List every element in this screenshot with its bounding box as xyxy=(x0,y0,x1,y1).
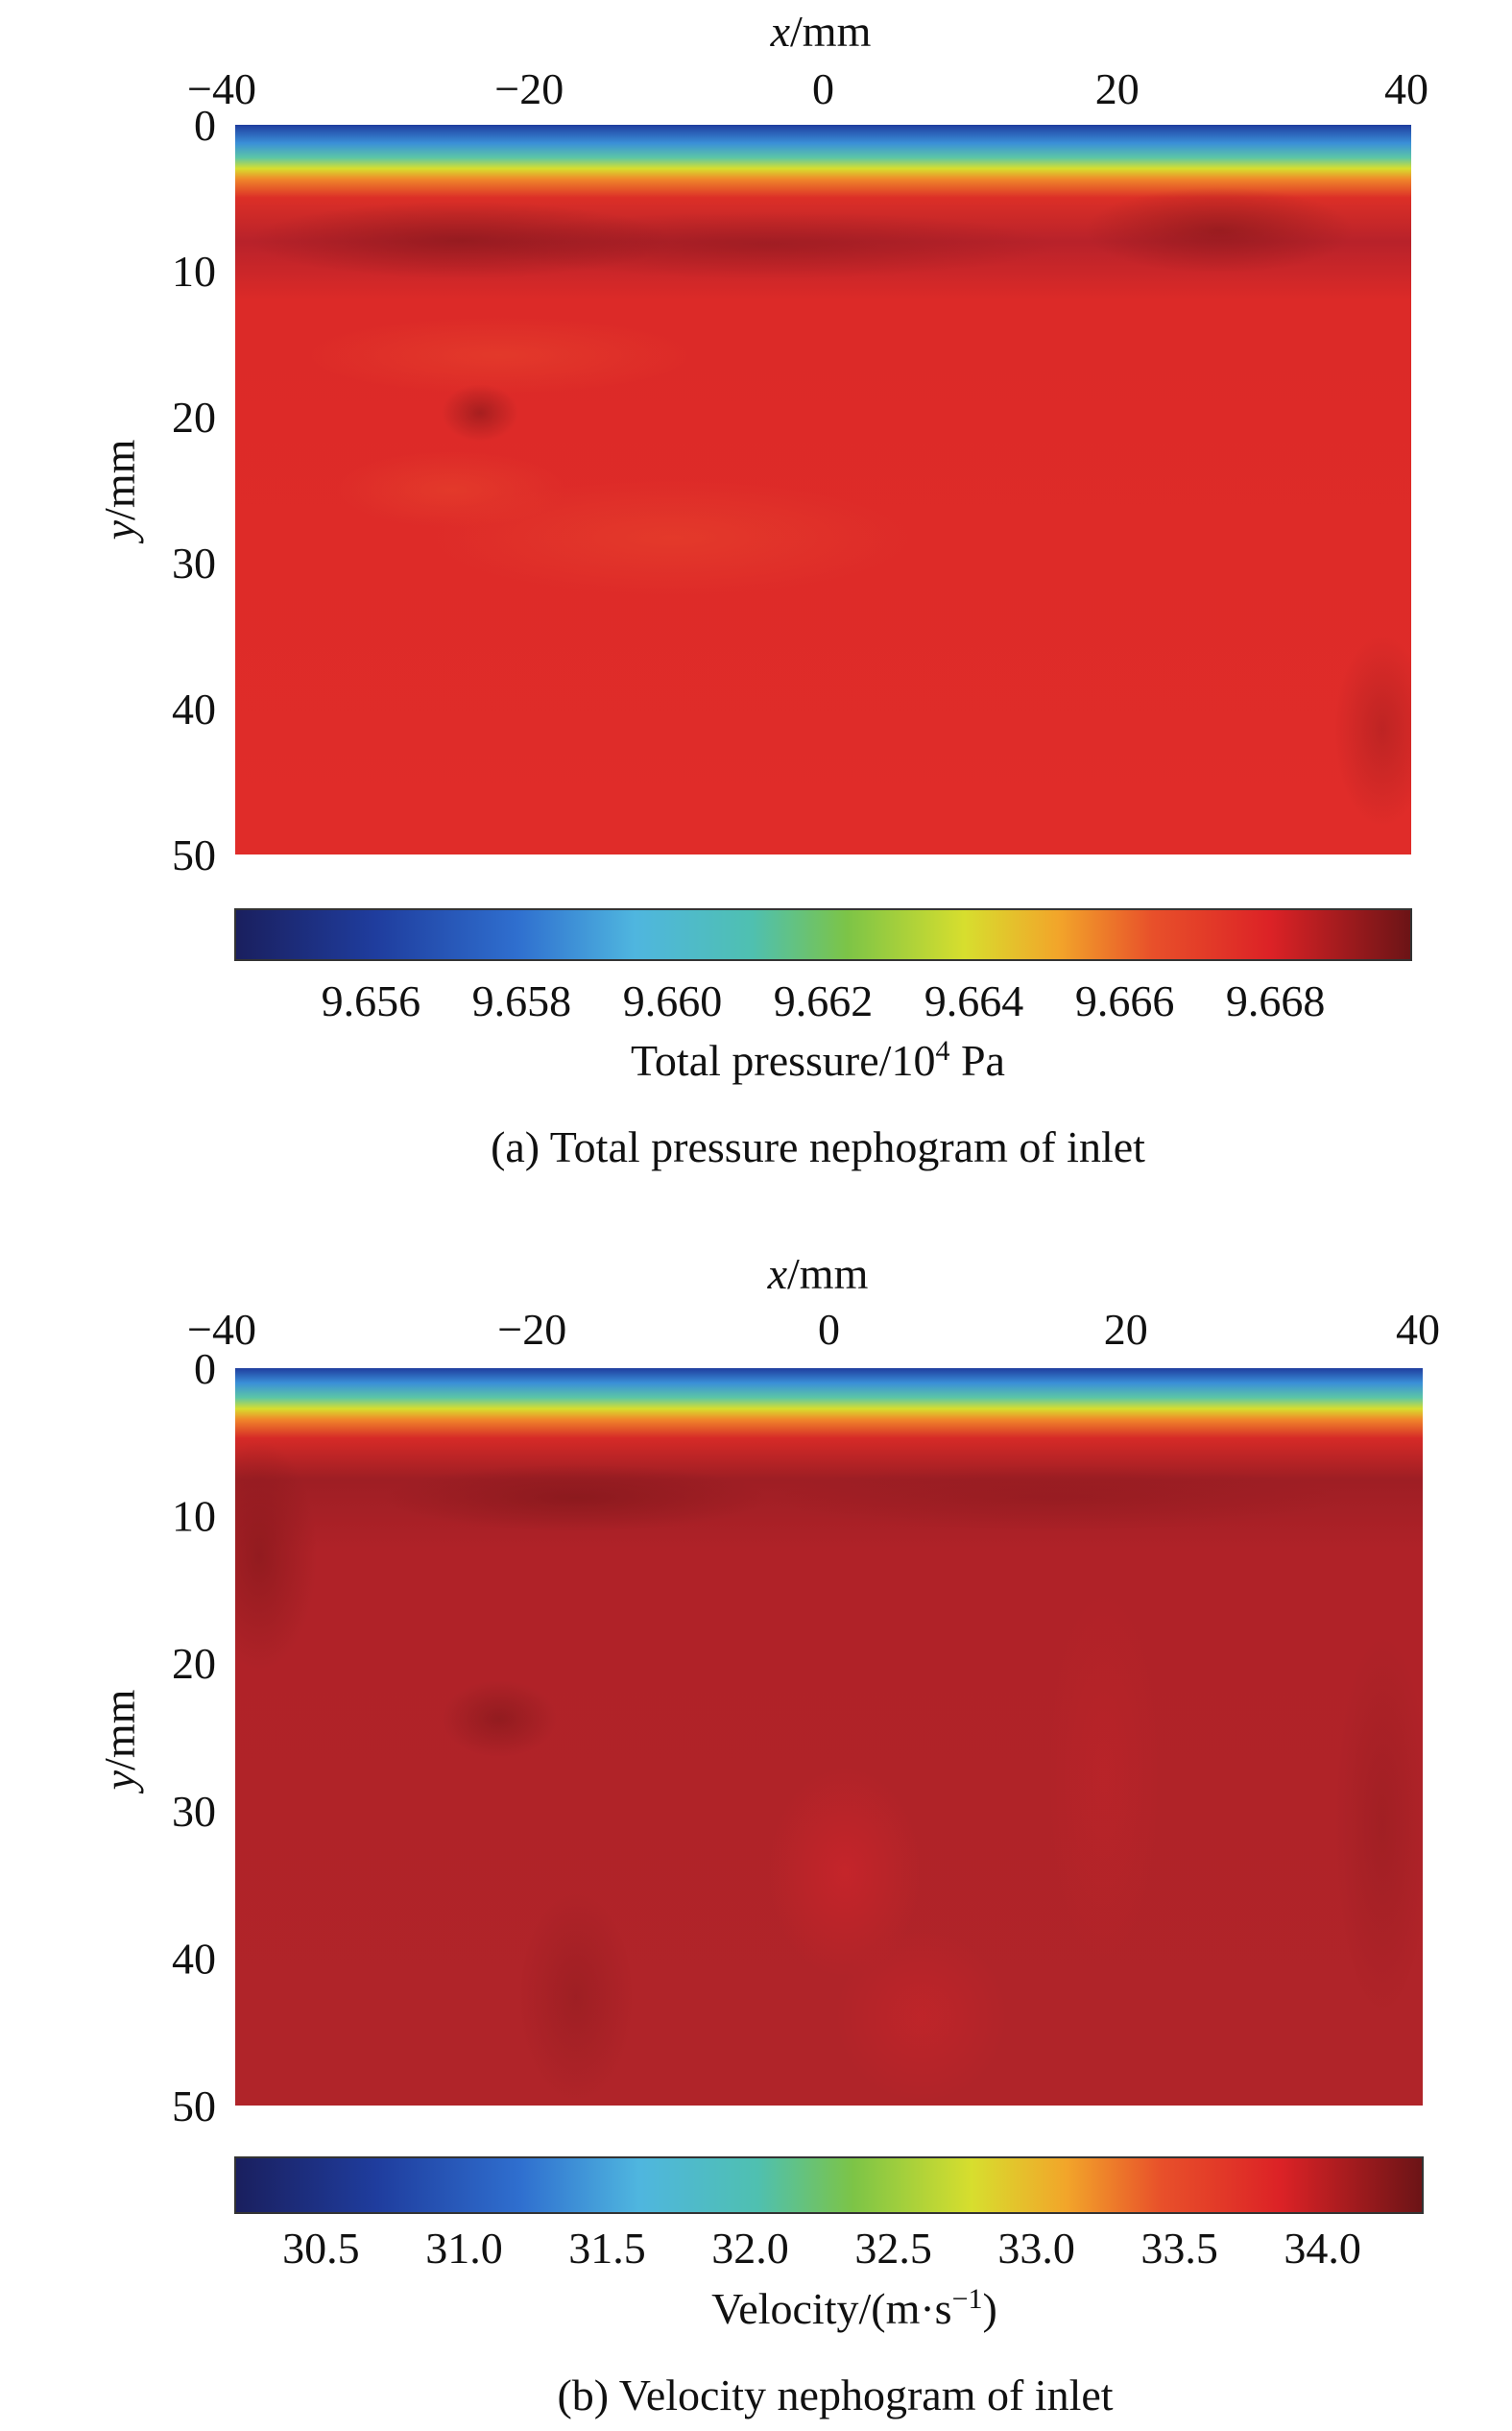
x-tick-label-b: 20 xyxy=(1104,1305,1148,1354)
heatmap-field-b xyxy=(235,1368,1423,2106)
x-tick-label-a: −20 xyxy=(494,64,564,113)
colorbar-tick-label-a: 9.664 xyxy=(924,976,1024,1025)
colorbar-tick-label-a: 9.658 xyxy=(472,976,572,1025)
y-tick-label-b: 50 xyxy=(172,2082,216,2130)
colorbar-a xyxy=(234,908,1412,961)
caption-a: (a) Total pressure nephogram of inlet xyxy=(491,1122,1145,1171)
colorbar-tick-label-b: 34.0 xyxy=(1284,2224,1361,2273)
colorbar-ticks-a: 9.656 9.658 9.660 9.662 9.664 9.666 9.668 xyxy=(322,976,1326,1025)
y-tick-label-b: 40 xyxy=(172,1934,216,1983)
colorbar-tick-label-a: 9.668 xyxy=(1226,976,1326,1025)
y-tick-label-a: 0 xyxy=(194,101,216,150)
colorbar-tick-label-a: 9.660 xyxy=(623,976,723,1025)
colorbar-tick-label-b: 33.0 xyxy=(997,2224,1075,2273)
x-tick-label-a: 20 xyxy=(1095,64,1140,113)
y-tick-label-a: 50 xyxy=(172,830,216,879)
y-axis-label-b: y/mm xyxy=(95,1689,144,1793)
x-tick-label-a: 40 xyxy=(1384,64,1428,113)
y-tick-label-a: 40 xyxy=(172,685,216,734)
x-tick-label-b: −40 xyxy=(187,1305,256,1354)
colorbar-tick-label-a: 9.656 xyxy=(322,976,421,1025)
colorbar-tick-label-b: 31.5 xyxy=(568,2224,646,2273)
y-tick-labels-a: 0 10 20 30 40 50 xyxy=(172,101,216,879)
colorbar-tick-label-a: 9.666 xyxy=(1075,976,1175,1025)
colorbar-ticks-b: 30.5 31.0 31.5 32.0 32.5 33.0 33.5 34.0 xyxy=(282,2224,1361,2273)
colorbar-tick-label-a: 9.662 xyxy=(774,976,874,1025)
colorbar-tick-label-b: 32.0 xyxy=(711,2224,789,2273)
x-tick-labels-a: −40 −20 0 20 40 xyxy=(187,64,1428,113)
caption-b: (b) Velocity nephogram of inlet xyxy=(557,2371,1113,2419)
heatmap-field-a xyxy=(235,125,1411,854)
y-tick-label-a: 10 xyxy=(172,247,216,296)
y-axis-label-a: y/mm xyxy=(95,439,144,543)
x-tick-labels-b: −40 −20 0 20 40 xyxy=(187,1305,1440,1354)
x-tick-label-b: 40 xyxy=(1396,1305,1440,1354)
panel-b: −40 −20 0 20 40 0 10 20 30 40 50 x/mm y/mm 30.5 31… xyxy=(95,1249,1440,2419)
x-tick-label-a: 0 xyxy=(812,64,834,113)
colorbar-tick-label-b: 31.0 xyxy=(425,2224,503,2273)
colorbar-tick-label-b: 33.5 xyxy=(1140,2224,1218,2273)
x-tick-label-a: −40 xyxy=(187,64,256,113)
colorbar-label-b: Velocity/(m·s−1) xyxy=(711,2283,997,2333)
y-tick-label-b: 10 xyxy=(172,1492,216,1541)
y-tick-label-a: 20 xyxy=(172,393,216,442)
x-tick-label-b: −20 xyxy=(497,1305,566,1354)
y-tick-label-b: 30 xyxy=(172,1787,216,1836)
colorbar-b xyxy=(234,2156,1424,2214)
y-tick-label-b: 20 xyxy=(172,1639,216,1688)
y-tick-label-b: 0 xyxy=(194,1344,216,1393)
x-tick-label-b: 0 xyxy=(818,1305,840,1354)
colorbar-label-a: Total pressure/104 Pa xyxy=(631,1035,1005,1085)
x-axis-label-b: x/mm xyxy=(767,1249,869,1298)
y-tick-label-a: 30 xyxy=(172,539,216,588)
colorbar-tick-label-b: 30.5 xyxy=(282,2224,360,2273)
colorbar-tick-label-b: 32.5 xyxy=(854,2224,932,2273)
x-axis-label-a: x/mm xyxy=(770,7,872,56)
y-tick-labels-b: 0 10 20 30 40 50 xyxy=(172,1344,216,2130)
